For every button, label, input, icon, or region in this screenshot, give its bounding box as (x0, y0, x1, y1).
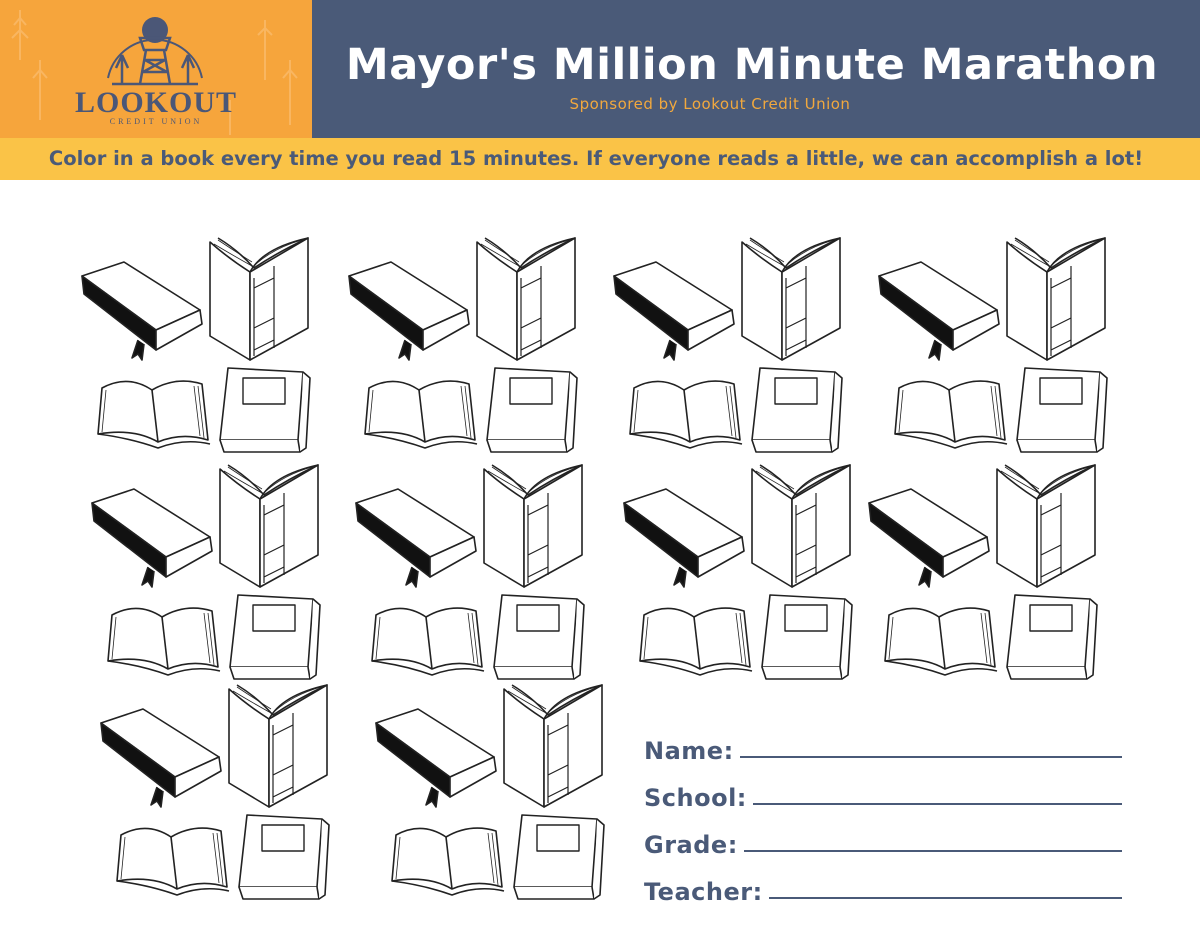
logo-name: LOOKOUT (74, 86, 238, 119)
field-label: School: (644, 784, 747, 812)
book-cluster (614, 238, 842, 452)
field-line (752, 803, 1122, 805)
book-cluster (356, 465, 584, 679)
form-field: Name: (644, 718, 1122, 765)
field-label: Grade: (644, 831, 738, 859)
logo: LOOKOUT CREDIT UNION (0, 0, 312, 138)
field-label: Teacher: (644, 878, 763, 906)
book-cluster (879, 238, 1107, 452)
logo-art (11, 10, 298, 135)
form-field: School: (644, 765, 1122, 812)
book-cluster (92, 465, 320, 679)
field-label: Name: (644, 737, 734, 765)
instruction-band: Color in a book every time you read 15 m… (0, 138, 1200, 180)
instructions: Color in a book every time you read 15 m… (48, 147, 1144, 170)
form: Name: School: Grade: Teacher: (644, 718, 1122, 906)
book-cluster (376, 685, 604, 899)
logo-subtitle: CREDIT UNION (109, 117, 203, 126)
field-line (768, 897, 1122, 899)
book-cluster (82, 238, 310, 452)
book-cluster (624, 465, 852, 679)
form-field: Teacher: (644, 859, 1122, 906)
title: Mayor's Million Minute Marathon (345, 40, 1159, 90)
field-line (739, 756, 1122, 758)
book-cluster (349, 238, 577, 452)
form-field: Grade: (644, 812, 1122, 859)
book-cluster (101, 685, 329, 899)
header: Mayor's Million Minute Marathon Sponsore… (312, 0, 1200, 138)
subtitle: Sponsored by Lookout Credit Union (569, 95, 851, 113)
field-line (743, 850, 1122, 852)
book-cluster (869, 465, 1097, 679)
